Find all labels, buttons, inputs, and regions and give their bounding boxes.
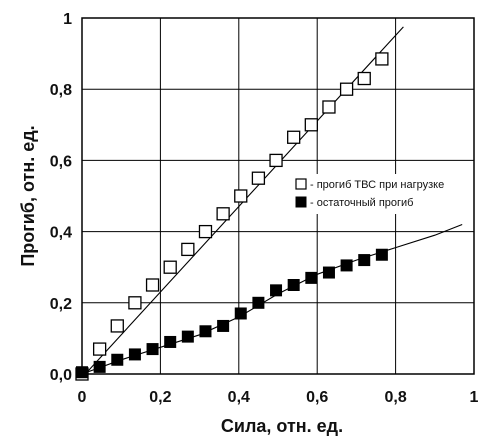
y-tick-label: 0,0 <box>50 367 72 384</box>
data-point-load-deflection <box>234 189 248 203</box>
legend-label-residual-deflection: - остаточный прогиб <box>310 197 413 209</box>
data-point-residual-deflection <box>375 248 388 261</box>
data-point-residual-deflection <box>322 266 335 279</box>
data-point-load-deflection <box>375 52 389 66</box>
data-point-load-deflection <box>110 319 124 333</box>
data-point-load-deflection <box>339 82 354 96</box>
legend-symbol-filled-square <box>295 196 307 208</box>
data-point-residual-deflection <box>93 360 106 373</box>
legend-label-load-deflection: - прогиб ТВС при нагрузке <box>310 179 444 191</box>
x-tick-label: 0,8 <box>384 389 406 406</box>
data-point-load-deflection <box>163 260 177 274</box>
y-axis-title: Прогиб, отн. ед. <box>18 125 38 266</box>
plot-frame <box>81 17 475 375</box>
data-point-load-deflection <box>322 100 336 114</box>
data-point-load-deflection <box>128 296 142 310</box>
x-tick-label: 0,4 <box>228 389 250 406</box>
x-tick-label: 1 <box>470 389 479 406</box>
data-point-load-deflection <box>92 342 107 356</box>
y-tick-label: 0,6 <box>50 153 72 170</box>
data-markers <box>75 52 389 381</box>
data-point-load-deflection <box>287 130 301 144</box>
data-point-residual-deflection <box>270 284 283 297</box>
data-point-residual-deflection <box>340 259 353 272</box>
data-point-residual-deflection <box>181 330 194 343</box>
data-point-load-deflection <box>145 278 160 292</box>
x-tick-label: 0,2 <box>149 389 171 406</box>
legend-box <box>290 174 466 214</box>
y-tick-label: 0,4 <box>50 225 72 242</box>
data-point-residual-deflection <box>128 348 141 361</box>
data-point-residual-deflection <box>358 254 371 267</box>
data-point-residual-deflection <box>217 319 230 332</box>
data-point-load-deflection <box>251 171 266 185</box>
data-point-residual-deflection <box>252 296 265 309</box>
legend: - прогиб ТВС при нагрузке - остаточный п… <box>290 174 466 214</box>
data-point-load-deflection <box>304 118 318 132</box>
x-axis-title: Сила, отн. ед. <box>221 416 343 436</box>
data-point-residual-deflection <box>146 343 159 356</box>
y-tick-label: 0,2 <box>50 296 72 313</box>
data-point-load-deflection <box>181 242 195 257</box>
x-tick-labels: 0 0,2 0,4 0,6 0,8 1 <box>78 389 479 406</box>
legend-symbol-hollow-square <box>295 178 307 190</box>
data-point-load-deflection <box>269 153 283 168</box>
data-point-residual-deflection <box>76 366 88 379</box>
data-point-load-deflection <box>216 207 230 221</box>
x-tick-label: 0 <box>78 389 87 406</box>
data-point-load-deflection <box>357 71 371 86</box>
x-tick-label: 0,6 <box>306 389 328 406</box>
y-tick-label: 1 <box>63 11 72 28</box>
data-point-residual-deflection <box>164 335 177 348</box>
data-point-residual-deflection <box>234 307 247 320</box>
data-point-residual-deflection <box>199 325 212 338</box>
y-tick-label: 0,8 <box>50 82 72 99</box>
data-point-residual-deflection <box>111 353 124 366</box>
data-point-residual-deflection <box>287 279 300 291</box>
y-tick-labels: 0,0 0,2 0,4 0,6 0,8 1 <box>50 11 72 384</box>
data-point-residual-deflection <box>305 271 318 284</box>
data-point-load-deflection <box>198 224 213 239</box>
